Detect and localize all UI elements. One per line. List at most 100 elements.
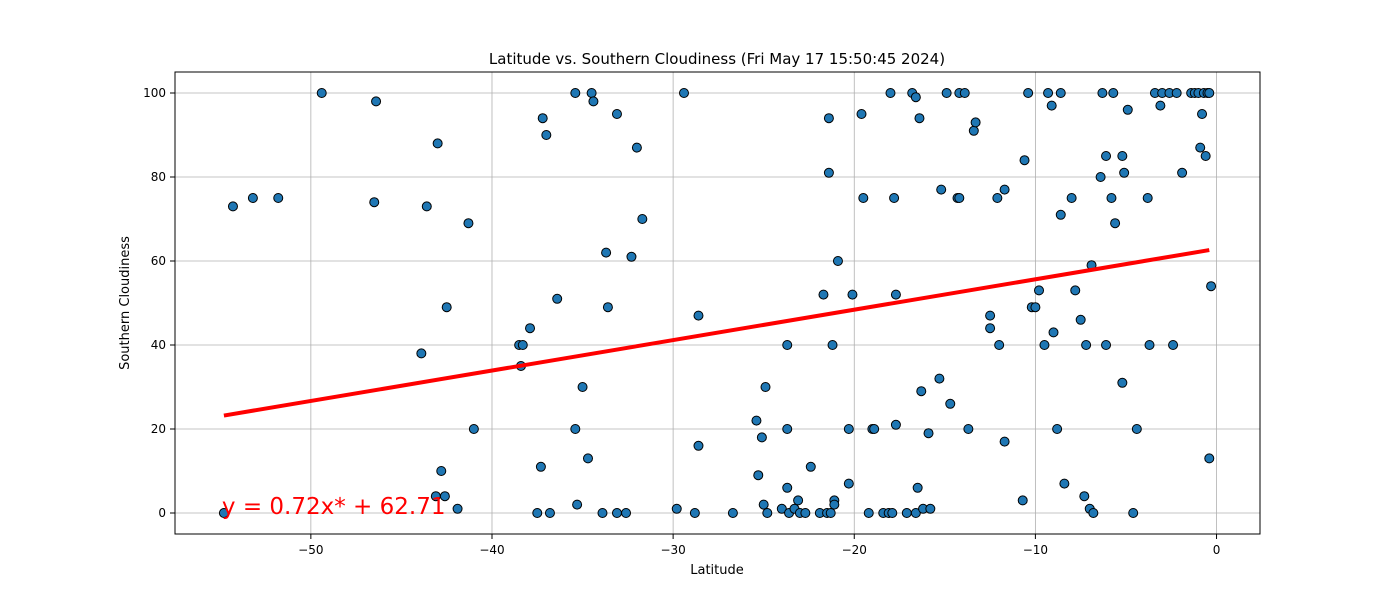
- data-point: [586, 88, 597, 98]
- data-point: [910, 508, 921, 518]
- data-point: [273, 193, 284, 203]
- data-point: [959, 88, 970, 98]
- data-point: [847, 289, 858, 300]
- y-tick-label: 60: [151, 254, 166, 268]
- data-point: [916, 386, 927, 397]
- data-point: [1030, 302, 1041, 313]
- data-point: [1168, 340, 1179, 350]
- data-point: [999, 436, 1010, 447]
- chart-title: Latitude vs. Southern Cloudiness (Fri Ma…: [489, 50, 945, 68]
- data-point: [1048, 327, 1059, 338]
- data-point: [671, 503, 682, 514]
- data-point: [1081, 340, 1092, 350]
- data-point: [421, 201, 432, 212]
- data-point: [637, 214, 648, 224]
- data-point: [544, 508, 555, 518]
- data-point: [1200, 151, 1211, 161]
- data-point: [1197, 109, 1208, 119]
- data-point: [970, 117, 981, 128]
- data-point: [1119, 167, 1130, 178]
- data-point: [1106, 193, 1117, 203]
- data-point: [1017, 495, 1028, 506]
- data-point: [439, 491, 450, 502]
- data-point: [588, 96, 599, 107]
- data-point: [468, 424, 479, 434]
- data-point: [1171, 88, 1182, 98]
- data-point: [416, 348, 427, 359]
- data-point: [985, 310, 996, 321]
- y-tick-label: 40: [151, 338, 166, 352]
- data-point: [570, 424, 581, 434]
- data-point: [1039, 340, 1050, 350]
- data-point: [825, 508, 836, 518]
- data-point: [1142, 193, 1153, 203]
- data-point: [463, 218, 474, 229]
- data-point: [782, 340, 793, 350]
- data-point: [316, 88, 327, 98]
- data-point: [753, 470, 764, 481]
- data-point: [751, 415, 762, 426]
- data-point: [441, 302, 452, 313]
- x-axis-ticks: −50 −40 −30 −20 −10 0: [298, 534, 1220, 557]
- data-point: [782, 482, 793, 493]
- data-point: [631, 142, 642, 153]
- y-tick-label: 100: [143, 86, 166, 100]
- x-tick-label: −40: [479, 543, 504, 557]
- data-point: [1204, 88, 1215, 98]
- data-point: [776, 503, 787, 514]
- data-point: [827, 340, 838, 350]
- data-point: [1046, 100, 1057, 111]
- data-point: [582, 453, 593, 464]
- data-point: [887, 508, 898, 518]
- data-points: [218, 88, 1217, 518]
- data-point: [537, 113, 548, 124]
- y-axis-ticks: 0 20 40 60 80 100: [143, 86, 175, 520]
- data-point: [805, 461, 816, 472]
- data-point: [1055, 209, 1066, 220]
- data-point: [621, 508, 632, 518]
- data-point: [1095, 172, 1106, 182]
- y-tick-label: 0: [158, 506, 166, 520]
- data-point: [889, 193, 900, 203]
- data-point: [1079, 491, 1090, 502]
- data-point: [756, 432, 767, 443]
- data-point: [552, 293, 563, 304]
- data-point: [823, 167, 834, 178]
- data-point: [727, 508, 738, 518]
- data-point: [693, 440, 704, 451]
- data-point: [1055, 88, 1066, 98]
- y-axis-label: Southern Cloudiness: [118, 236, 133, 370]
- data-point: [1023, 88, 1034, 98]
- data-point: [999, 184, 1010, 195]
- data-point: [611, 109, 622, 119]
- data-point: [1144, 340, 1155, 350]
- data-point: [1088, 508, 1099, 518]
- data-point: [1070, 285, 1081, 296]
- data-point: [535, 461, 546, 472]
- data-point: [611, 508, 622, 518]
- x-tick-label: −10: [1023, 543, 1048, 557]
- data-point: [1052, 424, 1063, 434]
- data-point: [1177, 167, 1188, 178]
- data-point: [570, 88, 581, 98]
- data-point: [856, 109, 867, 119]
- data-point: [1108, 88, 1119, 98]
- data-point: [1122, 104, 1133, 115]
- data-point: [963, 424, 974, 434]
- data-point: [762, 508, 773, 518]
- data-point: [832, 256, 843, 266]
- data-point: [436, 466, 447, 476]
- data-point: [1101, 151, 1112, 161]
- data-point: [954, 193, 965, 203]
- data-point: [758, 499, 769, 510]
- data-point: [1195, 142, 1206, 153]
- data-point: [1034, 285, 1045, 296]
- data-point: [601, 247, 612, 258]
- grid-lines: [175, 72, 1260, 534]
- x-tick-label: −50: [298, 543, 323, 557]
- data-point: [1066, 193, 1077, 203]
- data-point: [760, 382, 771, 392]
- data-point: [800, 508, 811, 518]
